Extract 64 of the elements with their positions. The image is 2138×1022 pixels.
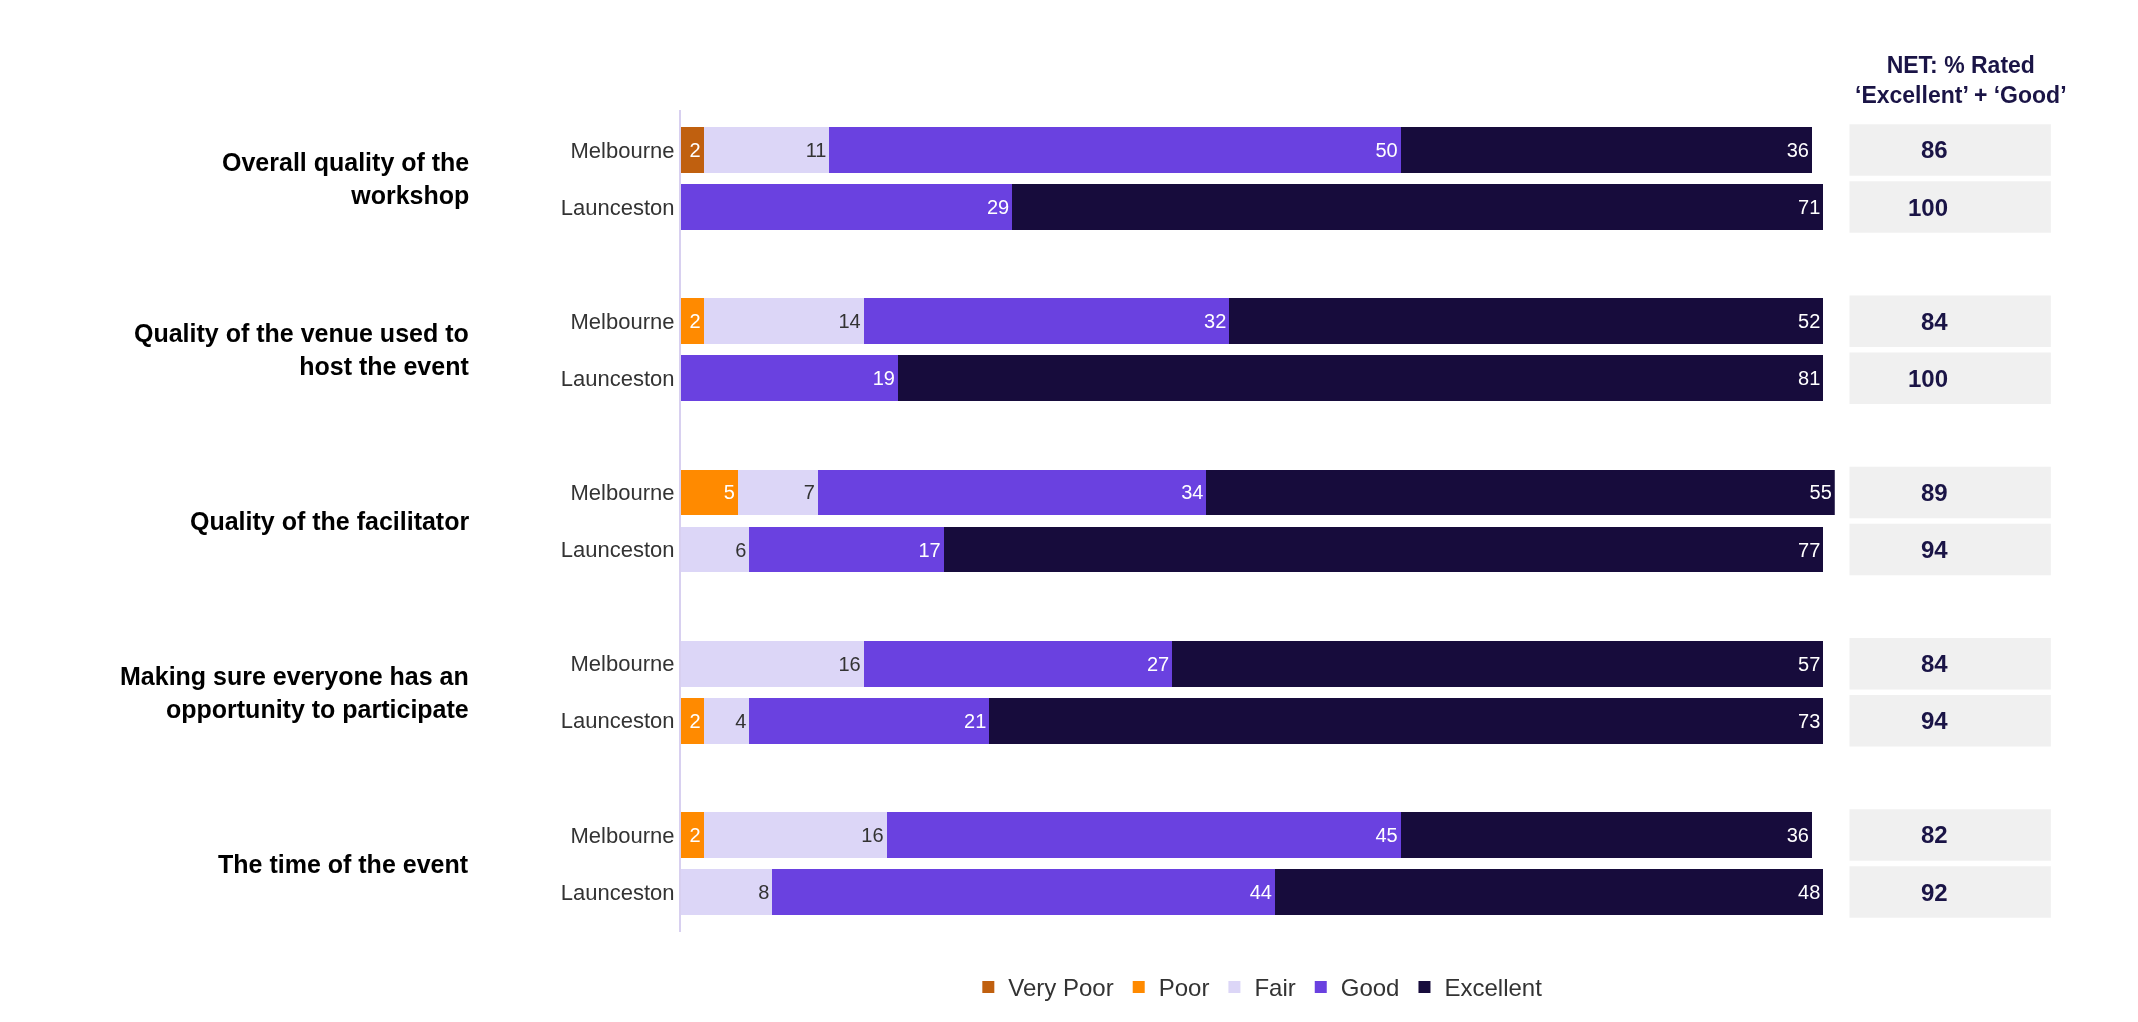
- y-tick-label: Launceston: [560, 365, 675, 391]
- data-label: 81: [1798, 367, 1821, 390]
- y-tick-label: Melbourne: [570, 651, 675, 677]
- data-label: 77: [1798, 538, 1821, 561]
- data-label: 2: [689, 138, 701, 161]
- legend-label: Poor: [1158, 974, 1210, 1002]
- text: Overall quality of the workshop: [222, 148, 470, 209]
- data-label: 14: [838, 310, 861, 333]
- data-label: 16: [838, 652, 861, 675]
- text: The time of the event: [218, 850, 469, 878]
- data-label: 57: [1798, 652, 1821, 675]
- data-label: 73: [1798, 709, 1821, 732]
- text: NET: % Rated ‘Excellent’ + ‘Good’: [1855, 52, 2067, 108]
- text: 94: [1921, 536, 1949, 563]
- text: 86: [1921, 136, 1948, 163]
- text: 94: [1921, 707, 1949, 734]
- data-label: 19: [872, 367, 895, 390]
- data-label: 11: [805, 138, 827, 161]
- data-label: 2: [689, 709, 701, 732]
- data-label: 36: [1786, 138, 1809, 161]
- data-label: 2: [689, 823, 701, 846]
- data-label: 2: [689, 310, 701, 333]
- data-label: 5: [723, 481, 735, 504]
- data-label: 36: [1786, 823, 1809, 846]
- text: Quality of the venue used to host the event: [134, 319, 470, 380]
- text: 84: [1921, 308, 1949, 335]
- y-tick-label: Melbourne: [570, 137, 675, 163]
- y-tick-label: Launceston: [560, 194, 675, 220]
- y-tick-label: Launceston: [560, 879, 675, 905]
- data-label: 7: [803, 481, 815, 504]
- data-label: 45: [1375, 823, 1398, 846]
- text: Making sure everyone has an opportunity to participate: [120, 662, 469, 723]
- data-label: 71: [1798, 196, 1821, 219]
- data-label: 16: [861, 823, 884, 846]
- data-label: 8: [758, 881, 770, 904]
- data-label: 55: [1809, 481, 1832, 504]
- data-label: 52: [1798, 310, 1821, 333]
- text: 84: [1921, 650, 1949, 677]
- y-tick-label: Melbourne: [570, 308, 675, 334]
- legend-label: Good: [1340, 974, 1400, 1002]
- y-tick-label: Launceston: [560, 537, 675, 563]
- legend-label: Very Poor: [1008, 974, 1114, 1002]
- text: 100: [1908, 194, 1949, 221]
- data-label: 6: [735, 538, 747, 561]
- data-label: 21: [964, 709, 987, 732]
- data-label: 17: [918, 538, 941, 561]
- data-label: 29: [986, 196, 1010, 219]
- legend-label: Excellent: [1444, 974, 1543, 1002]
- text: 89: [1921, 479, 1948, 506]
- data-label: 32: [1204, 310, 1227, 333]
- data-label: 34: [1181, 481, 1204, 504]
- data-label: 50: [1375, 138, 1398, 161]
- text: 82: [1921, 821, 1948, 848]
- data-label: 48: [1798, 881, 1821, 904]
- text: 100: [1908, 365, 1949, 392]
- y-tick-label: Launceston: [560, 708, 675, 734]
- y-tick-label: Melbourne: [570, 480, 675, 506]
- legend-label: Fair: [1254, 974, 1296, 1002]
- text: Quality of the facilitator: [190, 507, 470, 535]
- text: 92: [1921, 879, 1948, 906]
- data-label: 44: [1249, 881, 1272, 904]
- data-label: 27: [1146, 652, 1170, 675]
- y-tick-label: Melbourne: [570, 822, 675, 848]
- data-label: 4: [735, 709, 747, 732]
